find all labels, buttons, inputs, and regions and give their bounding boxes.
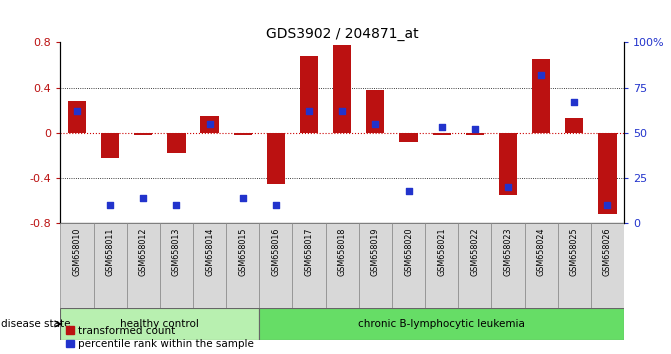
Text: GSM658011: GSM658011 xyxy=(105,227,115,276)
Text: chronic B-lymphocytic leukemia: chronic B-lymphocytic leukemia xyxy=(358,319,525,329)
Bar xyxy=(466,133,484,135)
Bar xyxy=(591,223,624,308)
Bar xyxy=(267,133,285,183)
Text: GSM658019: GSM658019 xyxy=(371,227,380,276)
Bar xyxy=(359,223,392,308)
Text: disease state: disease state xyxy=(1,319,70,329)
Bar xyxy=(259,223,293,308)
Point xyxy=(535,72,546,78)
Point xyxy=(436,125,447,130)
Bar xyxy=(525,223,558,308)
Text: GSM658023: GSM658023 xyxy=(503,227,513,276)
Text: healthy control: healthy control xyxy=(120,319,199,329)
Bar xyxy=(425,223,458,308)
Bar xyxy=(160,223,193,308)
Text: GSM658026: GSM658026 xyxy=(603,227,612,276)
Bar xyxy=(300,56,318,133)
Bar xyxy=(201,116,219,133)
Bar xyxy=(134,133,152,135)
Text: GSM658022: GSM658022 xyxy=(470,227,479,276)
Text: GSM658013: GSM658013 xyxy=(172,227,181,276)
Point xyxy=(337,108,348,114)
Point xyxy=(105,202,115,208)
Bar xyxy=(392,223,425,308)
Bar xyxy=(325,223,359,308)
Legend: transformed count, percentile rank within the sample: transformed count, percentile rank withi… xyxy=(66,326,254,349)
Point xyxy=(138,195,149,201)
Text: GSM658020: GSM658020 xyxy=(404,227,413,276)
Bar xyxy=(333,45,352,133)
Point xyxy=(569,99,580,105)
Bar xyxy=(399,133,417,142)
Bar xyxy=(127,223,160,308)
Text: GSM658015: GSM658015 xyxy=(238,227,247,276)
Bar xyxy=(599,133,617,214)
Point xyxy=(403,188,414,193)
Bar xyxy=(259,308,624,340)
Bar xyxy=(499,133,517,195)
Point xyxy=(238,195,248,201)
Bar xyxy=(433,133,451,135)
Title: GDS3902 / 204871_at: GDS3902 / 204871_at xyxy=(266,28,419,41)
Bar xyxy=(68,101,86,133)
Text: GSM658018: GSM658018 xyxy=(338,227,347,276)
Text: GSM658012: GSM658012 xyxy=(139,227,148,276)
Text: GSM658016: GSM658016 xyxy=(271,227,280,276)
Point xyxy=(270,202,281,208)
Point xyxy=(602,202,613,208)
Point xyxy=(72,108,83,114)
Point xyxy=(304,108,315,114)
Bar xyxy=(491,223,525,308)
Bar xyxy=(366,90,384,133)
Bar xyxy=(193,223,226,308)
Text: GSM658014: GSM658014 xyxy=(205,227,214,276)
Bar xyxy=(234,133,252,135)
Bar xyxy=(458,223,491,308)
Bar xyxy=(101,133,119,158)
Bar xyxy=(532,59,550,133)
Point xyxy=(204,121,215,127)
Bar xyxy=(93,223,127,308)
Text: GSM658021: GSM658021 xyxy=(437,227,446,276)
Text: GSM658010: GSM658010 xyxy=(72,227,81,276)
Point xyxy=(470,126,480,132)
Point xyxy=(503,184,513,190)
Point xyxy=(171,202,182,208)
Point xyxy=(370,121,380,127)
Bar xyxy=(60,223,93,308)
Text: GSM658017: GSM658017 xyxy=(305,227,313,276)
Bar xyxy=(558,223,591,308)
Text: GSM658024: GSM658024 xyxy=(537,227,546,276)
Bar xyxy=(565,118,583,133)
Bar xyxy=(60,308,259,340)
Bar xyxy=(167,133,186,153)
Bar xyxy=(226,223,259,308)
Text: GSM658025: GSM658025 xyxy=(570,227,579,276)
Bar xyxy=(293,223,325,308)
